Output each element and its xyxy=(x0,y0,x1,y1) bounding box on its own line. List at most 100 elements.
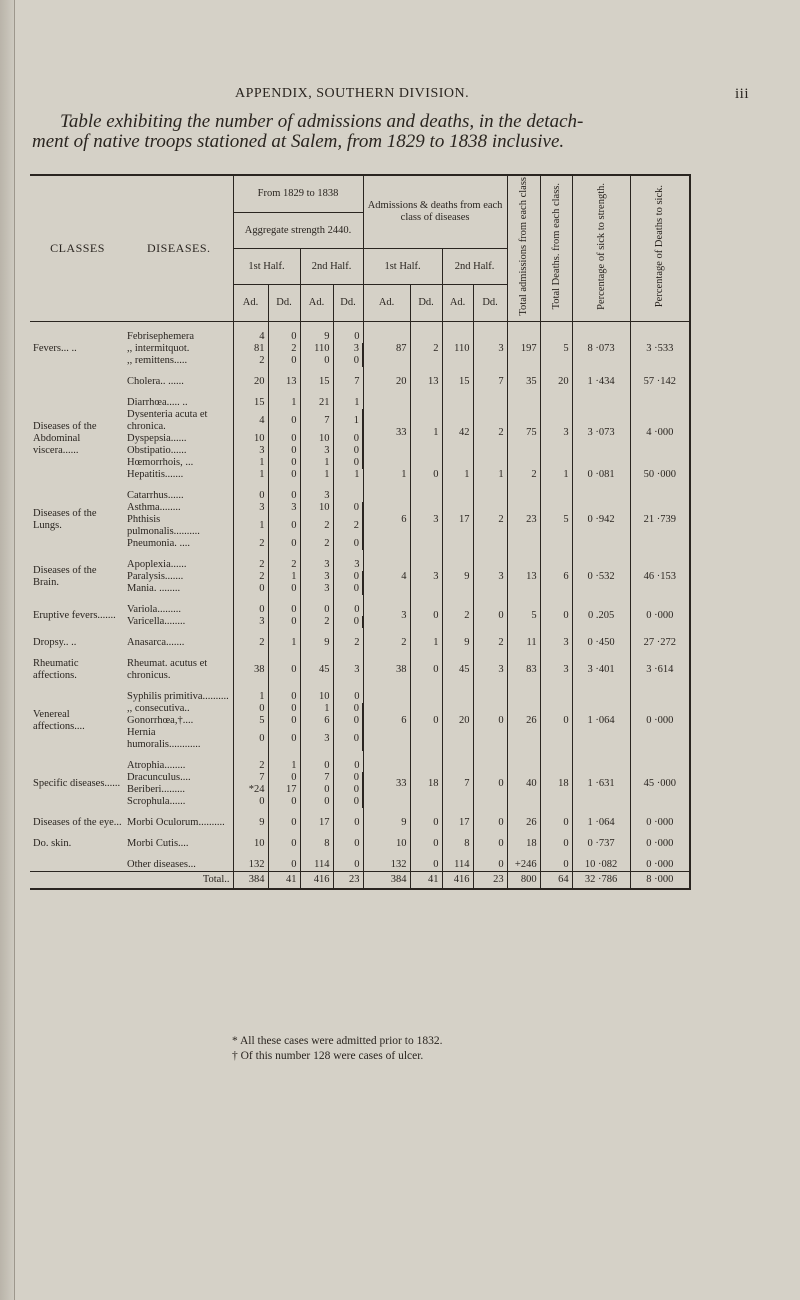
class-dd-first-total: 41 xyxy=(409,870,443,890)
total-row: Total.. 384 41 416 23 384 41 416 23 800 64 32 ·786 8… xyxy=(30,870,692,890)
strength-ad-second: 3 xyxy=(299,444,333,457)
class-ad-first: 20 xyxy=(362,366,411,388)
strength-ad-second: 0 xyxy=(299,783,333,796)
table-row: ,, intermitquot. 81 2 110 3 xyxy=(30,342,690,355)
disease-name: Varicella........ xyxy=(127,615,186,627)
class-dd-second: 2 xyxy=(472,480,508,550)
total-admissions: 26 xyxy=(506,681,541,751)
class-label: Diseases of the Abdominal viscera...... xyxy=(33,420,97,456)
header-dd: Dd. xyxy=(409,284,443,322)
class-ad-second: 1 xyxy=(441,468,474,481)
pct-sick: 0 ·532 xyxy=(571,549,631,595)
table-row: Obstipatio...... 3 0 3 0 xyxy=(30,444,690,457)
strength-dd-first: 2 xyxy=(267,342,300,355)
strength-ad-first: 0 xyxy=(232,702,268,715)
class-ad-first: 3 xyxy=(362,594,411,628)
total-admissions: 40 xyxy=(506,750,541,808)
strength-dd-second: 1 xyxy=(332,408,365,433)
table-row: Paralysis....... 2 1 3 0 xyxy=(30,570,690,583)
strength-ad-second: 9 xyxy=(299,627,333,649)
pct-deaths-total: 8 ·000 xyxy=(629,870,692,890)
table-row: Mania. ........ 0 0 3 0 xyxy=(30,582,690,595)
disease-name: Obstipatio...... xyxy=(127,444,187,456)
class-dd-second: 0 xyxy=(472,750,508,808)
disease-name: Variola......... xyxy=(127,603,181,615)
class-ad-first-total: 384 xyxy=(362,870,411,890)
strength-dd-first: 0 xyxy=(267,321,300,343)
header-dd: Dd. xyxy=(472,284,508,322)
class-ad-second: 114 xyxy=(441,849,474,872)
class-ad-second: 8 xyxy=(441,828,474,850)
class-dd-first: 18 xyxy=(409,750,443,808)
strength-ad-second: 2 xyxy=(299,513,333,538)
strength-dd-second xyxy=(332,480,364,502)
disease-name: Syphilis primitiva.......... xyxy=(127,690,229,702)
header-total-deaths-text: Total Deaths. from each class. xyxy=(550,183,562,310)
class-dd-second-total: 23 xyxy=(472,870,508,890)
header-class-first-half: 1st Half. xyxy=(362,248,443,286)
class-ad-first: 1 xyxy=(362,468,411,481)
pct-deaths: 0 ·000 xyxy=(629,594,692,628)
class-ad-first: 9 xyxy=(362,807,411,829)
pct-sick-total: 32 ·786 xyxy=(571,870,631,890)
class-dd-second: 0 xyxy=(472,828,508,850)
header-strength-first-half: 1st Half. xyxy=(232,248,301,286)
class-ad-second: 2 xyxy=(441,594,474,628)
strength-dd-first: 13 xyxy=(267,366,300,388)
table-row: Eruptive fevers....... Variola......... 0 0… xyxy=(30,594,692,628)
pct-sick: 3 ·073 xyxy=(571,387,631,469)
pct-sick: 0 .205 xyxy=(571,594,631,628)
table-row: Diseases of the Abdominal viscera...... D… xyxy=(30,387,692,469)
class-dd-first: 0 xyxy=(409,681,443,751)
class-ad-second: 20 xyxy=(441,681,474,751)
strength-dd-second: 0 xyxy=(332,582,365,595)
strength-ad-first: 7 xyxy=(232,771,268,784)
admissions-deaths-table: CLASSES DISEASES. From 1829 to 1838 Admi… xyxy=(30,173,692,890)
strength-dd-first: 0 xyxy=(267,582,300,595)
disease-name: Hepatitis....... xyxy=(127,468,184,480)
strength-dd-first: 1 xyxy=(267,387,300,409)
strength-ad-first: 5 xyxy=(232,714,268,727)
table-row: Asthma........ 3 3 10 0 xyxy=(30,501,690,514)
header-period: From 1829 to 1838 xyxy=(232,173,364,213)
strength-dd-second: 0 xyxy=(332,537,365,550)
disease-name: Other diseases... xyxy=(127,858,196,870)
header-ad: Ad. xyxy=(232,284,269,322)
disease-name: Asthma........ xyxy=(127,501,181,513)
strength-ad-first: 132 xyxy=(232,849,268,872)
disease-name: Pneumonia. .... xyxy=(127,537,190,549)
table-row: Diseases of the eye... Morbi Oculorum....… xyxy=(30,807,692,829)
header-pct-sick-text: Percentage of sick to strength. xyxy=(595,182,607,310)
strength-dd-first: 0 xyxy=(267,354,300,367)
strength-dd-second: 0 xyxy=(332,828,364,850)
strength-ad-second: 0 xyxy=(299,594,333,616)
pct-sick: 0 ·942 xyxy=(571,480,631,550)
strength-ad-second: 45 xyxy=(299,648,333,682)
strength-dd-second: 2 xyxy=(332,513,365,538)
total-deaths: 0 xyxy=(539,681,573,751)
strength-dd-first: 0 xyxy=(267,537,300,550)
table-row: Diseases of the Brain. Apoplexia...... 2 2 3… xyxy=(30,549,692,595)
class-dd-first: 13 xyxy=(409,366,443,388)
class-dd-second: 3 xyxy=(472,321,508,367)
class-dd-first: 3 xyxy=(409,480,443,550)
strength-dd-first: 0 xyxy=(267,795,300,808)
class-label: Specific diseases...... xyxy=(33,777,121,789)
table-row: Rheumatic affections. Rheumat. acutus et … xyxy=(30,648,692,682)
strength-ad-first: 3 xyxy=(232,444,268,457)
strength-ad-second: 6 xyxy=(299,714,333,727)
strength-ad-first: 0 xyxy=(232,582,268,595)
table-row: Gonorrhœa,†.... 5 0 6 0 xyxy=(30,714,690,727)
table-row: Dracunculus.... 7 0 7 0 xyxy=(30,771,690,784)
strength-dd-first: 1 xyxy=(267,627,300,649)
class-ad-second: 9 xyxy=(441,627,474,649)
disease-name: Rheumat. acutus et chronicus. xyxy=(127,657,208,681)
strength-ad-first: 1 xyxy=(232,468,268,481)
strength-dd-second: 3 xyxy=(332,342,365,355)
table-title: Table exhibiting the number of admission… xyxy=(32,112,772,152)
total-deaths: 0 xyxy=(539,828,573,850)
strength-ad-first: 0 xyxy=(232,480,268,502)
total-admissions: 83 xyxy=(506,648,541,682)
table-row: Phthisis pulmonalis.......... 1 0 2 2 xyxy=(30,513,690,538)
total-admissions: 2 xyxy=(506,468,541,481)
